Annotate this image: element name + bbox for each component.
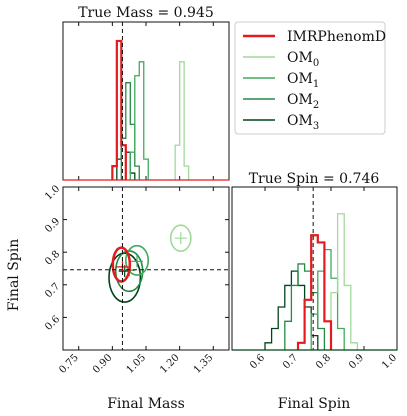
center-marker-om0 [174, 232, 187, 245]
legend-label-imrphenomd: IMRPhenomD [287, 29, 386, 45]
mass-hist-om1 [129, 61, 149, 180]
spin-histogram-panel: 0.6 0.7 0.8 0.9 1.0 [231, 186, 399, 371]
legend: IMRPhenomD OM0 OM1 OM2 OM3 [234, 21, 386, 135]
mass-hist-om2 [120, 82, 140, 180]
y-tick-label: 0.9 [43, 216, 62, 235]
x-tick-label: 0.90 [91, 352, 115, 376]
spin-hist-imrphenomd [296, 234, 333, 350]
contour-om0 [169, 224, 192, 253]
spin-panel-title: True Spin = 0.746 [249, 171, 380, 187]
mass-hist-om0 [174, 61, 190, 180]
contour-om3 [108, 252, 142, 303]
legend-label-om3: OM3 [287, 113, 319, 132]
x-tick-label: 1.35 [192, 352, 216, 376]
legend-label-om0: OM0 [287, 50, 319, 69]
mass-histogram-panel [62, 21, 230, 181]
x-tick-label: 1.20 [158, 352, 182, 376]
contour-imrphenomd [111, 246, 132, 283]
x-axis-label-spin: Final Spin [278, 396, 351, 412]
y-tick-label: 1.0 [43, 183, 62, 202]
y-tick-label: 0.6 [43, 314, 62, 333]
spin-hist-om0 [330, 213, 359, 350]
x-axis-label-mass: Final Mass [107, 396, 185, 412]
legend-label-om2: OM2 [287, 92, 319, 111]
spin-panel-frame [231, 186, 398, 351]
x-tick-label: 0.8 [314, 352, 333, 371]
spin-hist-om1 [310, 248, 345, 350]
contour-om1 [125, 244, 150, 276]
legend-box [234, 21, 386, 135]
x-tick-label: 1.05 [125, 352, 149, 376]
spin-hist-om3 [264, 270, 319, 350]
mass-panel-frame [62, 21, 230, 181]
x-tick-label: 0.9 [347, 352, 366, 371]
y-tick-label: 0.8 [43, 249, 62, 268]
x-tick-label: 0.7 [281, 352, 300, 371]
mass-hist-imrphenomd [111, 39, 127, 180]
spin-hist-om2 [284, 263, 326, 350]
x-tick-label: 0.75 [57, 352, 81, 376]
center-marker-om1 [131, 255, 144, 268]
y-tick-label: 0.7 [43, 281, 62, 300]
legend-label-om1: OM1 [287, 71, 319, 90]
mass-panel-title: True Mass = 0.945 [78, 5, 214, 21]
y-axis-label-spin: Final Spin [6, 239, 22, 312]
joint-contour-panel: 0.75 0.90 1.05 1.20 1.35 0.6 0.7 0.8 0.9 1.0 [43, 183, 230, 376]
x-tick-label: 0.6 [248, 352, 267, 371]
x-tick-label: 1.0 [380, 352, 399, 371]
